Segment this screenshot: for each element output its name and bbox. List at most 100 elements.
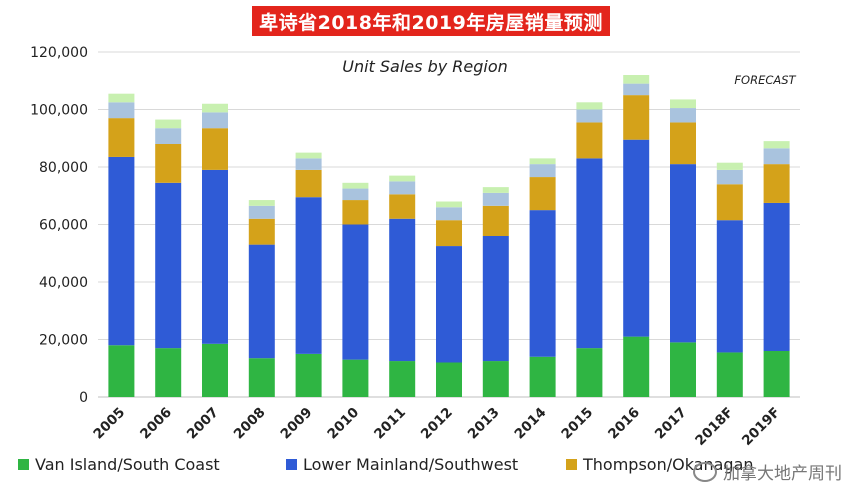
y-tick-label: 0 (79, 390, 88, 406)
x-tick-label: 2014 (512, 405, 550, 443)
bar-segment (202, 343, 228, 397)
bar-segment (763, 351, 790, 397)
bars (108, 75, 790, 397)
bar-segment (670, 342, 696, 397)
bar-segment (623, 139, 650, 337)
bar-segment (108, 345, 135, 397)
bar-segment (576, 122, 603, 159)
bar-segment (763, 141, 790, 149)
bar-segment (716, 184, 743, 221)
bar-segment (623, 336, 650, 397)
x-tick-label: 2010 (324, 405, 362, 443)
bar-segment (436, 207, 462, 221)
legend-label: Lower Mainland/Southwest (303, 455, 518, 474)
x-tick-label: 2019F (739, 405, 783, 449)
wechat-logo-icon (693, 461, 717, 482)
bar-segment (529, 164, 556, 178)
bar-segment (295, 158, 322, 170)
x-tick-label: 2018F (692, 405, 736, 449)
bar-segment (389, 218, 416, 362)
bar-segment (670, 122, 696, 165)
bar-segment (576, 348, 603, 397)
bar-segment (576, 102, 603, 110)
bar-segment (295, 152, 322, 159)
x-tick-label: 2011 (371, 405, 409, 443)
bar-segment (716, 162, 743, 170)
legend-label: Van Island/South Coast (35, 455, 220, 474)
x-tick-label: 2012 (418, 405, 456, 443)
bar-segment (342, 182, 369, 189)
bar-segment (576, 158, 603, 349)
bar-segment (295, 353, 322, 397)
bar-segment (716, 220, 743, 353)
bar-segment (295, 169, 322, 198)
bar-segment (436, 362, 462, 397)
legend-swatch (286, 459, 297, 470)
bar-segment (389, 194, 416, 219)
bar-segment (529, 210, 556, 357)
bar-segment (248, 218, 275, 245)
legend-swatch (18, 459, 29, 470)
bar-segment (342, 200, 369, 225)
bar-segment (248, 205, 275, 219)
y-axis: 0 20,000 40,000 60,000 80,000 100,000 120,000 (30, 45, 88, 406)
bar-segment (248, 200, 275, 206)
bar-segment (342, 224, 369, 360)
bar-segment (295, 197, 322, 354)
bar-segment (202, 128, 228, 170)
x-axis: 2005 2006 2007 2008 2009 2010 2011 2012 2013 2014… (90, 405, 783, 449)
bar-segment (623, 75, 650, 84)
bar-segment (202, 103, 228, 113)
bar-segment (529, 177, 556, 211)
y-tick-label: 60,000 (39, 218, 88, 234)
bar-segment (342, 188, 369, 201)
legend-swatch (566, 459, 577, 470)
x-tick-label: 2006 (137, 405, 175, 443)
bar-segment (155, 348, 182, 397)
bar-segment (436, 246, 462, 363)
bar-segment (529, 356, 556, 397)
bar-segment (155, 182, 182, 349)
bar-segment (108, 118, 135, 157)
bar-segment (482, 361, 509, 397)
bar-segment (529, 158, 556, 165)
bar-segment (763, 164, 790, 203)
bar-segment (623, 83, 650, 96)
bar-segment (389, 175, 416, 182)
x-tick-label: 2013 (465, 405, 503, 443)
bar-segment (436, 220, 462, 247)
y-tick-label: 120,000 (30, 45, 88, 61)
bar-segment (763, 148, 790, 165)
chart-banner-title: 卑诗省2018年和2019年房屋销量预测 (252, 6, 610, 36)
bar-segment (202, 112, 228, 129)
bar-segment (716, 352, 743, 397)
bar-segment (576, 109, 603, 123)
bar-segment (389, 361, 416, 397)
bar-segment (670, 99, 696, 109)
forecast-annotation: FORECAST (734, 73, 796, 87)
bar-segment (763, 202, 790, 351)
bar-segment (155, 144, 182, 183)
bar-segment (482, 205, 509, 236)
bar-segment (670, 164, 696, 343)
bar-segment (482, 192, 509, 206)
bar-segment (108, 102, 135, 119)
x-tick-label: 2009 (278, 405, 316, 443)
bar-segment (202, 169, 228, 344)
legend: Van Island/South Coast Lower Mainland/Sou… (18, 455, 754, 474)
bar-segment (155, 119, 182, 129)
x-tick-label: 2017 (652, 405, 690, 443)
watermark: 加拿大地产周刊 (693, 459, 842, 484)
y-tick-label: 40,000 (39, 275, 88, 291)
x-tick-label: 2008 (231, 405, 269, 443)
bar-segment (716, 169, 743, 185)
bar-segment (108, 93, 135, 103)
bar-segment (248, 358, 275, 397)
bar-segment (482, 187, 509, 193)
x-tick-label: 2015 (558, 405, 596, 443)
bar-segment (623, 95, 650, 140)
bar-segment (436, 201, 462, 208)
chart-title: Unit Sales by Region (342, 57, 508, 76)
x-tick-label: 2005 (90, 405, 128, 443)
